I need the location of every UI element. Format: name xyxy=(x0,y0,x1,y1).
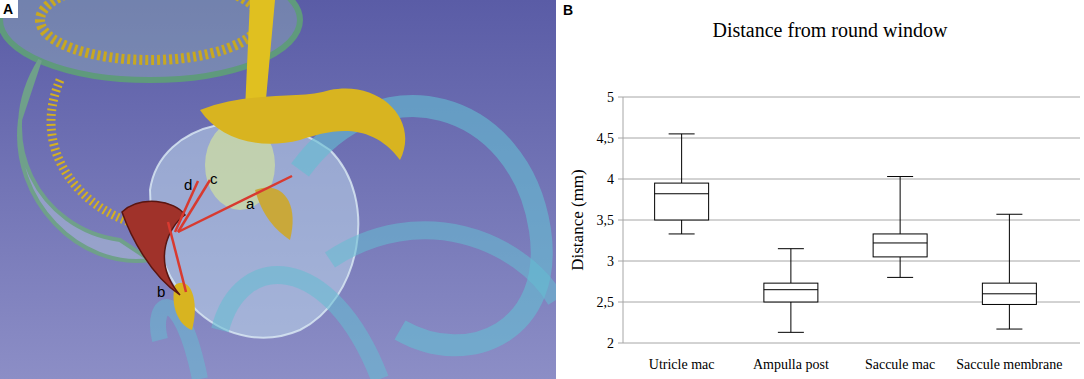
distance-line xyxy=(168,222,186,292)
whisker-cap-max xyxy=(996,214,1022,215)
canal xyxy=(220,275,380,379)
panel-label-box xyxy=(0,0,18,18)
round-window xyxy=(122,201,185,295)
median-line xyxy=(764,289,818,290)
whisker-cap-min xyxy=(669,233,695,234)
tick-mark xyxy=(618,302,623,303)
grid-line xyxy=(623,343,1080,344)
whisker-lower xyxy=(1009,304,1010,329)
median-line xyxy=(655,193,709,194)
whisker-upper xyxy=(681,134,682,183)
nerve xyxy=(200,88,405,160)
category-label: Utricle mac xyxy=(649,357,715,372)
whisker-lower xyxy=(790,302,791,332)
tick-label: 4,5 xyxy=(597,131,615,146)
whisker-lower xyxy=(900,257,901,278)
whisker-cap-max xyxy=(887,176,913,177)
whisker-cap-max xyxy=(778,248,804,249)
tick-mark xyxy=(618,179,623,180)
box xyxy=(982,283,1036,304)
whisker-cap-min xyxy=(887,277,913,278)
tick-label: 5 xyxy=(607,90,614,105)
tick-label: 4 xyxy=(607,172,614,187)
cochlea-nerve xyxy=(40,0,260,60)
grid-line xyxy=(623,97,1080,98)
grid-line xyxy=(623,261,1080,262)
annotation: b xyxy=(157,283,165,300)
tick-mark xyxy=(618,343,623,344)
whisker-lower xyxy=(681,220,682,234)
whisker-cap-min xyxy=(778,332,804,333)
panel-a xyxy=(0,0,556,379)
box xyxy=(873,234,927,257)
grid-line xyxy=(623,138,1080,139)
nerve xyxy=(255,187,293,240)
grid-line xyxy=(623,179,1080,180)
tick-mark xyxy=(618,138,623,139)
box xyxy=(655,183,709,220)
whisker-upper xyxy=(900,177,901,234)
annotation: a xyxy=(246,195,255,212)
box xyxy=(764,283,818,302)
plot-area xyxy=(655,134,1037,332)
whisker-cap-max xyxy=(669,133,695,134)
figure: a b c d A B Distance from round window Distance… xyxy=(0,0,1084,379)
panel-label: A xyxy=(3,1,13,17)
median-line xyxy=(982,293,1036,294)
category-label: Saccule membrane xyxy=(956,357,1062,372)
tick-label: 3 xyxy=(607,254,614,269)
canal xyxy=(330,230,556,300)
tick-label: 2,5 xyxy=(597,295,615,310)
category-label: Saccule mac xyxy=(865,357,935,372)
whisker-upper xyxy=(1009,214,1010,283)
tick-mark xyxy=(618,220,623,221)
nerve xyxy=(245,0,275,110)
chart-title: Distance from round window xyxy=(713,19,949,41)
median-line xyxy=(873,242,927,243)
tick-mark xyxy=(618,261,623,262)
tick-label: 2 xyxy=(607,336,614,351)
panel-label: B xyxy=(563,2,573,18)
nerve-fibres xyxy=(51,80,140,225)
annotation: d xyxy=(184,176,192,193)
tick-label: 3,5 xyxy=(597,213,615,228)
tick-mark xyxy=(618,97,623,98)
annotation: c xyxy=(210,170,218,187)
whisker-cap-min xyxy=(996,329,1022,330)
y-axis-line xyxy=(623,97,624,343)
y-axis-label: Distance (mm) xyxy=(568,169,587,271)
category-label: Ampulla post xyxy=(753,357,829,372)
whisker-upper xyxy=(790,249,791,283)
